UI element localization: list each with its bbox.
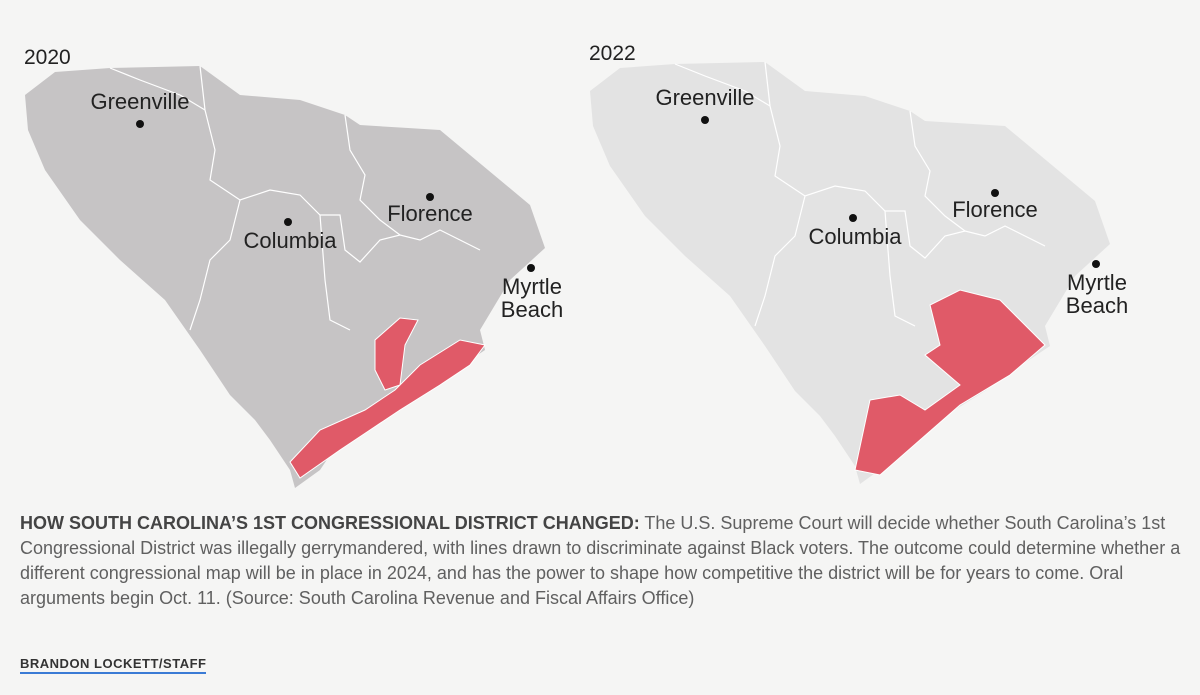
city-dot <box>1092 260 1100 268</box>
maps: 2020GreenvilleColumbiaFlorenceMyrtleBeac… <box>24 42 1128 488</box>
city-label: Myrtle <box>1067 270 1127 295</box>
city-label: Florence <box>387 201 473 226</box>
year-label: 2020 <box>24 46 71 69</box>
city-dot <box>849 214 857 222</box>
city-dot <box>527 264 535 272</box>
city-label: Beach <box>1066 293 1128 318</box>
city-label: Columbia <box>809 224 903 249</box>
caption-text: The U.S. Supreme Court will decide wheth… <box>20 513 1181 608</box>
city-dot <box>136 120 144 128</box>
city-label: Columbia <box>244 228 338 253</box>
city-dot <box>284 218 292 226</box>
map-2020: 2020 Greenville Columbia Florence MyrtleBeac… <box>24 46 563 488</box>
map-2022: 2022 Greenville Columbia Florence MyrtleBeac… <box>589 42 1128 484</box>
district-1 <box>289 317 486 479</box>
city-dot <box>701 116 709 124</box>
city-label: Myrtle <box>502 274 562 299</box>
city-label: Greenville <box>655 85 754 110</box>
credit: BRANDON LOCKETT/STAFF <box>20 656 207 674</box>
year-label: 2022 <box>589 42 636 65</box>
city-label: Florence <box>952 197 1038 222</box>
city-label: Beach <box>501 297 563 322</box>
state-shape <box>590 62 1110 484</box>
city-dot <box>991 189 999 197</box>
city-label: Greenville <box>90 89 189 114</box>
caption: HOW SOUTH CAROLINA’S 1ST CONGRESSIONAL D… <box>20 511 1185 611</box>
city-dot <box>426 193 434 201</box>
state-shape <box>25 66 545 488</box>
caption-lead: HOW SOUTH CAROLINA’S 1ST CONGRESSIONAL D… <box>20 513 640 533</box>
district-1 <box>854 289 1046 476</box>
